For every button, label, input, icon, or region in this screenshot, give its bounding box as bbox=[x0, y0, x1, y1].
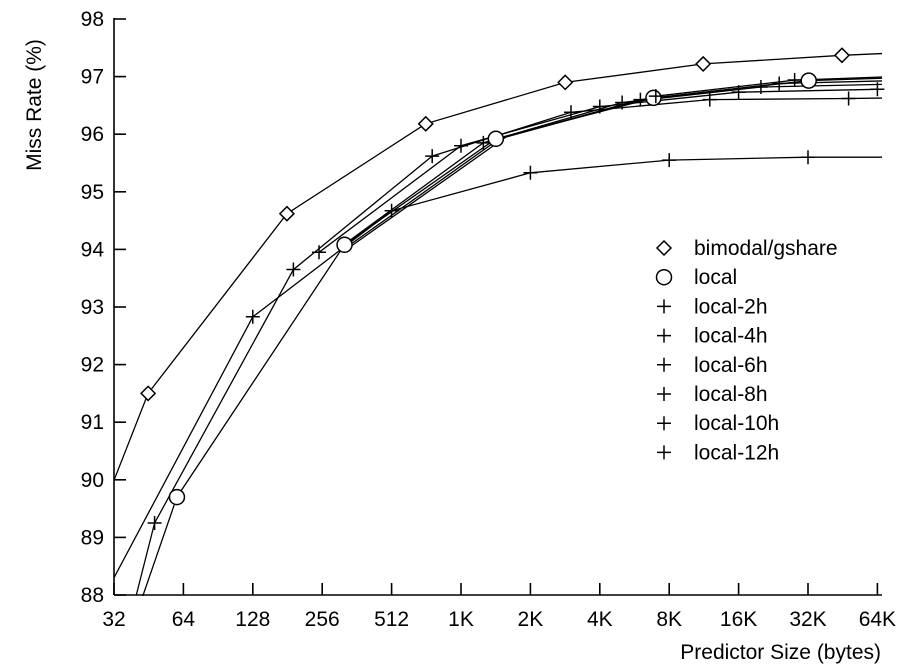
data-point bbox=[384, 203, 399, 218]
y-tick-label: 88 bbox=[81, 584, 104, 607]
data-point bbox=[633, 92, 648, 107]
legend-label: local-2h bbox=[694, 295, 768, 318]
data-point bbox=[662, 153, 677, 168]
data-point bbox=[592, 99, 607, 114]
legend-label: local bbox=[694, 266, 737, 289]
x-tick-label: 2K bbox=[518, 608, 544, 631]
legend-label: local-4h bbox=[694, 325, 768, 348]
legend: bimodal/gshare local local-2h local-4h local… bbox=[655, 237, 838, 464]
data-point bbox=[336, 236, 353, 254]
y-tick-label: 93 bbox=[81, 296, 104, 319]
data-point bbox=[615, 95, 630, 110]
data-point bbox=[731, 85, 746, 100]
y-tick-label: 96 bbox=[81, 123, 104, 146]
legend-marker-plus bbox=[657, 387, 671, 401]
x-tick-label: 4K bbox=[587, 608, 613, 631]
y-tick-label: 90 bbox=[81, 469, 104, 492]
y-tick-label: 94 bbox=[81, 238, 105, 261]
data-point bbox=[801, 150, 815, 165]
x-tick-label: 64 bbox=[172, 608, 196, 631]
x-tick-label: 256 bbox=[305, 608, 340, 631]
data-point bbox=[645, 89, 662, 107]
legend-label: local-6h bbox=[694, 354, 768, 377]
legend-marker-diamond bbox=[655, 239, 673, 257]
data-point bbox=[417, 115, 434, 132]
legend-marker-plus bbox=[657, 357, 671, 372]
legend-marker-plus bbox=[657, 445, 671, 460]
x-tick-label: 32K bbox=[789, 608, 826, 631]
x-tick-label: 512 bbox=[374, 608, 409, 631]
data-point bbox=[753, 79, 768, 94]
data-point bbox=[557, 74, 574, 91]
data-point bbox=[800, 72, 817, 89]
data-point bbox=[787, 73, 802, 88]
legend-label: local-10h bbox=[694, 412, 779, 435]
data-point bbox=[278, 205, 295, 222]
data-point bbox=[870, 82, 885, 97]
y-tick-label: 89 bbox=[81, 526, 104, 549]
x-axis-title: Predictor Size (bytes) bbox=[680, 641, 881, 664]
y-tick-label: 95 bbox=[81, 181, 104, 204]
data-point bbox=[312, 245, 327, 260]
series-line-local-4h bbox=[135, 97, 882, 596]
legend-label: local-8h bbox=[694, 383, 768, 406]
y-tick-label: 97 bbox=[81, 66, 104, 89]
y-tick-label: 91 bbox=[81, 411, 104, 434]
y-tick-label: 98 bbox=[81, 8, 104, 31]
x-tick-label: 64K bbox=[859, 608, 896, 631]
data-point bbox=[648, 89, 663, 104]
legend-label: bimodal/gshare bbox=[694, 237, 838, 260]
x-tick-label: 1K bbox=[448, 608, 474, 631]
data-point bbox=[695, 55, 712, 72]
data-point bbox=[454, 138, 468, 153]
data-point bbox=[563, 105, 578, 120]
data-point bbox=[140, 385, 157, 402]
data-point bbox=[286, 262, 301, 277]
x-tick-label: 8K bbox=[656, 608, 682, 631]
legend-marker-plus bbox=[657, 416, 671, 431]
series-line-local-6h bbox=[318, 88, 882, 253]
x-tick-label: 32 bbox=[102, 608, 125, 631]
series-line-local bbox=[142, 77, 882, 596]
data-point bbox=[245, 309, 260, 324]
data-point bbox=[168, 488, 186, 506]
data-point bbox=[833, 47, 851, 64]
axes: 88 89 90 91 92 93 94 95 96 97 98 32 64 128 256 512 1K 2K 4… bbox=[81, 8, 896, 631]
data-point bbox=[487, 130, 505, 148]
legend-marker-circle bbox=[655, 268, 673, 286]
data-point bbox=[523, 165, 538, 180]
data-point bbox=[147, 516, 162, 530]
series-line-bimodal-gshare bbox=[114, 52, 882, 483]
legend-marker-plus bbox=[657, 328, 671, 343]
x-tick-label: 16K bbox=[720, 608, 757, 631]
data-point bbox=[772, 76, 787, 91]
y-tick-label: 92 bbox=[81, 354, 104, 377]
data-point bbox=[476, 135, 491, 150]
x-tick-label: 128 bbox=[235, 608, 270, 631]
data-point bbox=[702, 92, 717, 107]
data-point bbox=[841, 91, 856, 106]
legend-marker-plus bbox=[657, 299, 671, 314]
markers-group bbox=[140, 47, 885, 530]
y-axis-title: Miss Rate (%) bbox=[23, 39, 46, 171]
data-point bbox=[425, 149, 440, 164]
series-line-local-2h bbox=[114, 156, 882, 579]
legend-label: local-12h bbox=[694, 441, 779, 464]
